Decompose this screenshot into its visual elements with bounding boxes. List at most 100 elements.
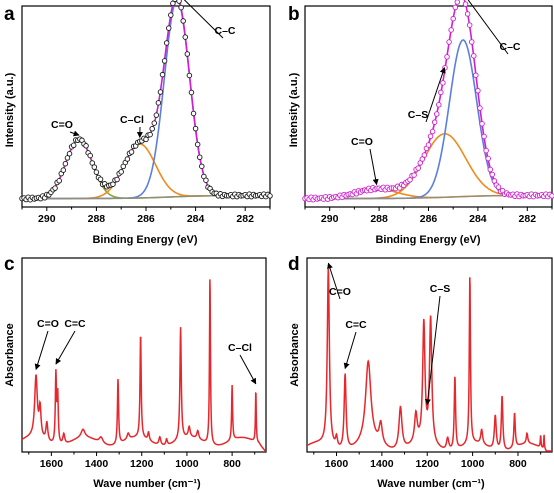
panel-a-raw-point	[161, 58, 168, 64]
panel-b-raw-point	[475, 87, 481, 94]
panel-b-frame	[304, 5, 553, 208]
panel-b-annotation-arrow	[425, 66, 446, 123]
panel-b-raw-point	[495, 184, 502, 190]
panel-b-raw-point	[415, 165, 421, 171]
panel-a-raw-point	[64, 155, 71, 161]
panel-a-raw-point	[93, 169, 100, 175]
panel-a-xtick-label: 290	[38, 213, 56, 225]
panel-b-ylabel: Intensity (a.u.)	[288, 72, 300, 147]
panel-b-raw-point	[436, 101, 442, 108]
panel-c-annotation-arrow	[55, 330, 76, 365]
panel-a-raw-point	[124, 156, 131, 162]
panel-b-raw-point	[446, 39, 452, 45]
panel-b-raw-point	[473, 72, 479, 79]
panel-a-raw-point	[157, 89, 164, 95]
panel-b-xtick-label: 290	[321, 213, 339, 225]
panel-b-raw-point	[452, 4, 459, 11]
panel-a-raw-point	[128, 149, 135, 155]
panel-c-xtick-label: 1200	[130, 458, 154, 470]
panel-d-ylabel: Absorbance	[289, 323, 301, 387]
panel-c-annotation-arrow	[34, 330, 49, 371]
panel-b-letter: b	[288, 4, 300, 25]
panel-a-raw-point	[184, 51, 191, 57]
panel-b-raw-point	[489, 171, 496, 178]
panel-b-raw-point	[471, 53, 477, 59]
panel-b-raw-point	[549, 193, 554, 199]
panel-a-raw-point	[178, 4, 184, 11]
panel-b-raw-point	[464, 11, 471, 17]
panel-a-raw-point	[267, 193, 273, 199]
panel-a-raw-point	[62, 160, 69, 167]
panel-c-letter: c	[4, 254, 15, 275]
panel-a-raw-point	[151, 120, 158, 126]
panel-a-annotation-arrow	[69, 130, 80, 137]
panel-a-raw-point	[203, 177, 209, 183]
panel-a-raw-point	[165, 25, 172, 31]
panel-d-xtick-label: 1000	[461, 458, 485, 470]
panel-a-raw-point	[168, 12, 174, 18]
panel-a-annotation-arrow	[183, 0, 224, 39]
panel-a-raw-point	[83, 143, 89, 149]
panel-c-ftir-chart: c Absorbance Wave number (cm⁻¹) 1600 1400…	[4, 254, 267, 490]
panel-c-xtick-label: 1000	[175, 458, 199, 470]
panel-d-annotation-arrow	[327, 262, 341, 300]
panel-d-spectrum-line	[306, 268, 552, 452]
panel-a-raw-point	[149, 125, 155, 132]
panel-b-xtick-label: 282	[519, 213, 537, 225]
panel-a-raw-point	[70, 142, 77, 149]
panel-b-annotation-label: C–S	[408, 109, 428, 121]
panel-b-peak-2-curve	[305, 39, 553, 200]
panel-b-fit-curve	[304, 0, 553, 200]
panel-a-raw-point	[180, 18, 186, 24]
panel-b-raw-point	[431, 119, 438, 125]
panel-b-annotation-arrow	[369, 148, 379, 186]
panel-a-raw-point	[155, 100, 162, 106]
panel-a-raw-point	[143, 136, 149, 143]
panel-d-letter: d	[288, 254, 300, 275]
panel-b-raw-point	[481, 133, 487, 140]
panel-c-spectrum-line	[21, 279, 266, 452]
panel-a-raw-point	[172, 0, 178, 3]
panel-a-xtick-label: 286	[137, 213, 155, 225]
panel-a-raw-point	[87, 152, 93, 159]
panel-b-raw-point	[483, 147, 489, 154]
panel-b-raw-point	[477, 105, 483, 111]
panel-b-raw-point	[407, 177, 413, 183]
panel-a-ylabel: Intensity (a.u.)	[4, 72, 16, 147]
panel-a-raw-point	[163, 40, 170, 46]
panel-a-raw-point	[194, 141, 201, 148]
panel-a-raw-point	[89, 160, 96, 166]
panel-a-raw-point	[188, 89, 195, 96]
panel-d-plot-area: 1600 1400 1200 1000 800 C=O C=C C–S	[306, 257, 553, 470]
panel-d-annotation-arrow	[343, 331, 357, 370]
panel-b-raw-point	[429, 128, 436, 135]
panel-c-xtick-label: 1400	[85, 458, 109, 470]
panel-a-raw-point	[196, 154, 203, 160]
panel-a-raw-point	[182, 34, 189, 40]
panel-d-xtick-label: 1400	[370, 458, 394, 470]
panel-d-frame	[306, 257, 553, 453]
panel-b-raw-point	[462, 1, 469, 7]
panel-a-peak-1-curve	[22, 143, 271, 200]
panel-a-xtick-label: 282	[236, 213, 254, 225]
panel-a-raw-point	[199, 163, 205, 170]
panel-b-xps-chart: b Intensity (a.u.) Binding Energy (eV) 2…	[288, 0, 554, 246]
panel-b-raw-point	[450, 15, 456, 22]
panel-b-raw-point	[454, 0, 461, 5]
panel-b-raw-point	[479, 120, 485, 127]
panel-d-xtick-label: 1600	[325, 458, 349, 470]
panel-d-xtick-label: 1200	[416, 458, 440, 470]
panel-b-annotation-label: C=O	[351, 136, 373, 148]
panel-a-xps-chart: a Intensity (a.u.) Binding Energy (eV) 2…	[4, 0, 273, 246]
panel-b-raw-point	[468, 39, 475, 45]
panel-a-annotation-label: C–C	[214, 25, 235, 37]
panel-a-raw-point	[147, 131, 153, 138]
panel-b-raw-point	[433, 111, 440, 117]
panel-a-raw-point	[159, 71, 166, 78]
panel-a-raw-point	[153, 112, 160, 118]
panel-c-annotation-label: C=O	[37, 318, 59, 330]
panel-d-annotation-label: C=O	[329, 286, 351, 298]
panel-a-raw-point	[176, 0, 182, 4]
panel-b-xtick-label: 284	[469, 213, 487, 225]
